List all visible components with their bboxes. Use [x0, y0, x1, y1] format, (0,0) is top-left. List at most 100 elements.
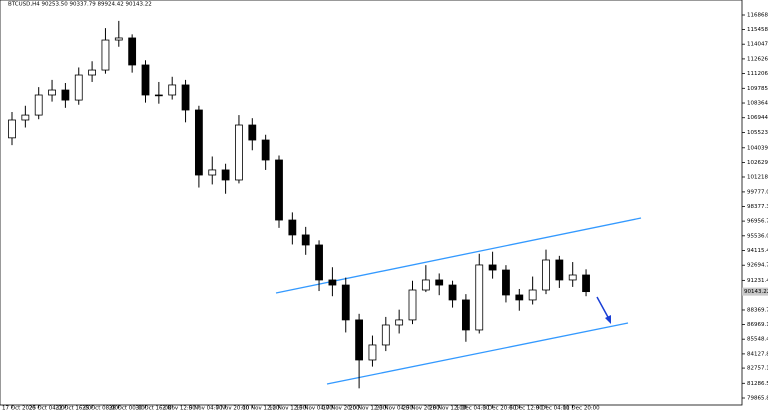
- y-tick-label: 101218.65: [747, 174, 768, 180]
- x-tick-label: 11 Dec 20:00: [563, 406, 600, 411]
- candle-body: [101, 39, 110, 71]
- candle-body: [288, 219, 297, 236]
- candle-body: [194, 109, 203, 176]
- candle-body: [395, 319, 404, 326]
- candle-body: [168, 84, 177, 96]
- x-tick-label: 5 Nov 04:00: [189, 406, 223, 411]
- candle-body: [488, 264, 497, 271]
- y-tick-label: 114047.35: [747, 42, 768, 48]
- candle-body: [421, 279, 430, 291]
- candle-body: [515, 294, 524, 301]
- x-tick-label: 17 Oct 2025: [2, 406, 37, 411]
- y-tick-label: 81286.50: [747, 381, 768, 387]
- candle-body: [475, 264, 484, 331]
- candle-body: [221, 169, 230, 181]
- x-tick-label: 7 Nov 20:00: [216, 406, 250, 411]
- y-tick-label: 115458.08: [747, 27, 768, 33]
- candle-body: [408, 289, 417, 321]
- candle-body: [448, 284, 457, 301]
- candle-body: [368, 344, 377, 361]
- last-price-box: [742, 287, 768, 296]
- y-tick-label: 85548.45: [747, 337, 768, 343]
- x-tick-label: 9 Dec 04:00: [536, 406, 570, 411]
- x-tick-label: 20 Oct 04:00: [29, 406, 65, 411]
- y-tick-label: 112626.90: [747, 56, 768, 62]
- chart-header: BTCUSD,H4 90253.50 90337.79 89924.42 901…: [8, 2, 152, 8]
- candle-body: [48, 89, 56, 96]
- candle-body: [248, 124, 257, 141]
- candle-body: [315, 244, 323, 281]
- y-tick-label: 92694.75: [747, 263, 768, 269]
- candle-body: [301, 234, 310, 246]
- x-tick-label: 28 Oct 00:00: [109, 406, 145, 411]
- candle-body: [502, 269, 510, 296]
- candle-body: [355, 319, 364, 361]
- candle-body: [435, 279, 444, 286]
- y-tick-label: 96956.70: [747, 219, 768, 225]
- candle-body: [261, 139, 270, 161]
- y-tick-label: 98377.35: [747, 204, 768, 210]
- candle-body: [208, 169, 217, 176]
- y-tick-label: 111206.25: [747, 71, 768, 77]
- x-tick-label: 25 Nov 20:00: [403, 406, 441, 411]
- candle-body: [34, 94, 43, 116]
- candle-body: [341, 284, 350, 321]
- candle-body: [128, 37, 137, 66]
- y-tick-label: 88369.75: [747, 307, 768, 313]
- candle-body: [141, 64, 150, 96]
- candle-body: [582, 274, 590, 293]
- channel-lower: [326, 322, 629, 385]
- candle-body: [328, 279, 337, 286]
- candle-body: [235, 124, 243, 181]
- x-tick-label: 1 Dec 04:00: [456, 406, 490, 411]
- forecast-arrowhead: [605, 315, 611, 324]
- candle-body: [275, 159, 283, 221]
- candle-body: [88, 69, 96, 76]
- x-tick-label: 3 Dec 20:00: [483, 406, 517, 411]
- candle-body: [114, 37, 123, 41]
- candle-body: [181, 84, 190, 111]
- y-tick-label: 84127.80: [747, 351, 768, 357]
- forecast-arrow: [596, 296, 610, 320]
- y-tick-label: 91231.45: [747, 278, 768, 284]
- channel-upper: [275, 217, 642, 294]
- candle-body: [542, 259, 550, 291]
- y-tick-label: 105523.65: [747, 130, 768, 136]
- x-tick-label: 6 Dec 12:00: [509, 406, 543, 411]
- candles: [8, 20, 590, 389]
- candle-body: [528, 289, 537, 301]
- y-tick-label: 104039.95: [747, 145, 768, 151]
- last-price-label: 90143.22: [744, 289, 768, 295]
- x-tick-label: 17 Nov 20:00: [322, 406, 360, 411]
- candle-body: [568, 274, 577, 281]
- y-tick-label: 99777.00: [747, 189, 768, 195]
- y-tick-label: 79865.85: [747, 396, 768, 402]
- x-tick-label: 22 Oct 16:00: [55, 406, 91, 411]
- y-tick-label: 95536.05: [747, 233, 768, 239]
- y-tick-label: 116868.65: [747, 13, 768, 19]
- y-tick-label: 109785.60: [747, 86, 768, 92]
- candle-body: [21, 114, 30, 121]
- plot-area: [0, 0, 743, 406]
- x-tick-label: 20 Nov 12:00: [349, 406, 387, 411]
- x-tick-label: 2 Nov 12:00: [162, 406, 196, 411]
- candle-body: [61, 89, 70, 101]
- y-tick-label: 94115.40: [747, 248, 768, 254]
- x-tick-label: 23 Nov 04:00: [376, 406, 414, 411]
- x-tick-label: 12 Nov 12:00: [269, 406, 307, 411]
- y-tick-label: 86969.10: [747, 322, 768, 328]
- x-tick-label: 28 Nov 12:00: [429, 406, 467, 411]
- x-tick-label: 15 Nov 04:00: [296, 406, 334, 411]
- candle-body: [555, 259, 564, 281]
- x-tick-label: 10 Nov 12:00: [242, 406, 280, 411]
- y-tick-label: 82757.15: [747, 366, 768, 372]
- candle-body: [8, 119, 16, 139]
- candle-body: [381, 324, 390, 346]
- x-tick-label: 30 Oct 16:00: [136, 406, 172, 411]
- candle-body: [74, 74, 83, 101]
- y-tick-label: 106944.30: [747, 115, 768, 121]
- y-tick-label: 102629.30: [747, 160, 768, 166]
- candle-body: [154, 94, 163, 97]
- y-tick-label: 108364.95: [747, 101, 768, 107]
